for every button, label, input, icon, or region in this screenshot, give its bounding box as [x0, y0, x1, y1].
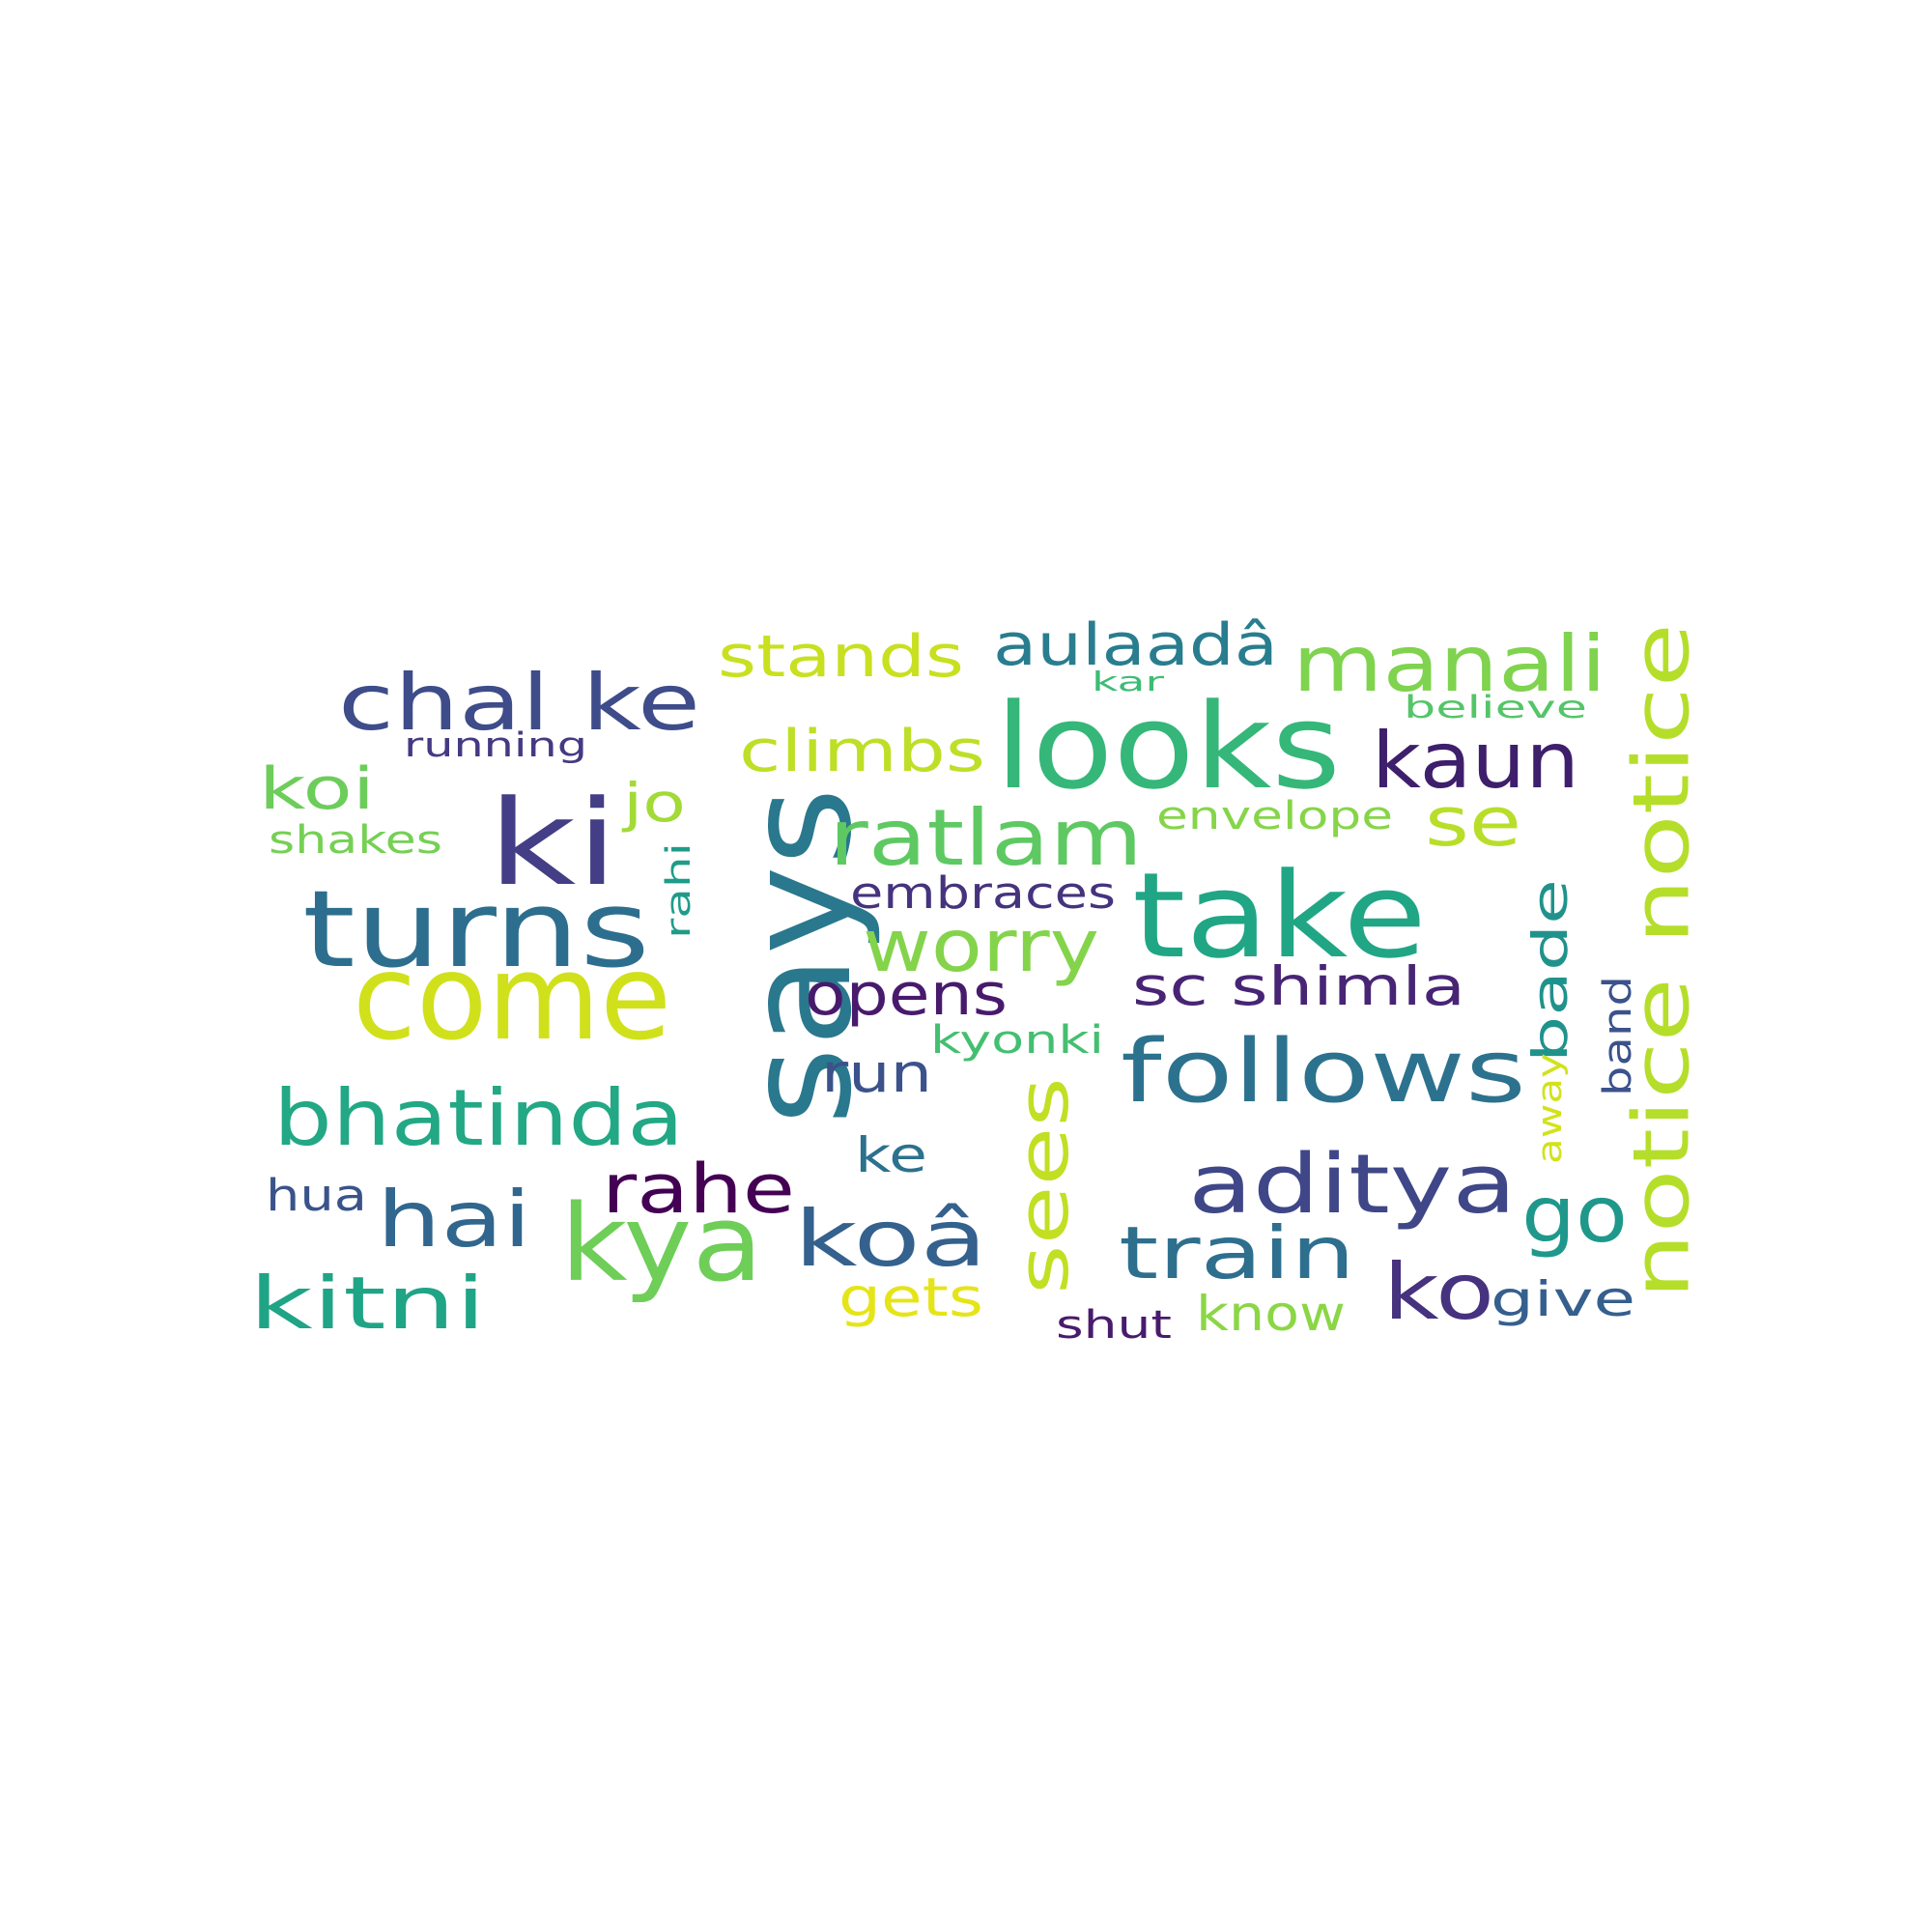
- word-rahi: rahi: [660, 842, 698, 939]
- word-manali: manali: [1293, 619, 1606, 709]
- word-shut: shut: [1056, 1303, 1172, 1348]
- word-aulaad-: aulaadâ: [993, 611, 1278, 679]
- word-sees: sees: [1003, 1077, 1084, 1294]
- word-se: se: [1425, 782, 1521, 862]
- word-follows: follows: [1121, 1021, 1526, 1122]
- word-aditya: aditya: [1188, 1137, 1517, 1233]
- word-go: go: [1521, 1170, 1628, 1260]
- word-shakes: shakes: [269, 818, 442, 863]
- word-sc-shimla: sc shimla: [1132, 955, 1465, 1017]
- word-stands: stands: [718, 623, 964, 691]
- word-give: give: [1491, 1271, 1635, 1327]
- word-kitni: kitni: [249, 1261, 486, 1346]
- word-ratlam: ratlam: [829, 793, 1143, 883]
- word-band: band: [1596, 976, 1640, 1096]
- word-hua: hua: [266, 1170, 367, 1221]
- word-worry: worry: [863, 903, 1099, 988]
- word-ko-: koâ: [794, 1194, 987, 1284]
- word-bhatinda: bhatinda: [273, 1073, 684, 1163]
- word-know: know: [1196, 1286, 1346, 1342]
- word-running: running: [404, 726, 587, 765]
- word-embraces: embraces: [850, 867, 1116, 919]
- word-chal-ke: chal ke: [338, 658, 700, 748]
- word-believe: believe: [1404, 689, 1587, 725]
- word-notice-notice: notice notice: [1617, 623, 1707, 1299]
- word-ki: ki: [488, 775, 618, 912]
- word-bade: bade: [1522, 879, 1578, 1063]
- word-ko: ko: [1383, 1247, 1494, 1337]
- word-koi: koi: [259, 755, 375, 823]
- word-kaun: kaun: [1372, 716, 1579, 806]
- word-gets: gets: [838, 1266, 983, 1328]
- word-kya: kya: [560, 1181, 763, 1305]
- word-ke: ke: [855, 1127, 927, 1183]
- word-says: says: [716, 787, 884, 1125]
- word-take: take: [1132, 847, 1427, 984]
- word-turns: turns: [302, 867, 650, 991]
- word-opens: opens: [805, 961, 1008, 1029]
- word-envelope: envelope: [1156, 794, 1393, 838]
- word-rahe: rahe: [602, 1150, 795, 1229]
- word-come: come: [353, 929, 671, 1066]
- word-away: away: [1531, 1053, 1570, 1164]
- word-kar: kar: [1092, 666, 1165, 697]
- word-run: run: [821, 1042, 932, 1104]
- word-kyonki: kyonki: [930, 1018, 1104, 1063]
- word-train: train: [1119, 1210, 1355, 1295]
- word-climbs: climbs: [739, 718, 985, 785]
- word-hai: hai: [377, 1175, 531, 1264]
- word-looks: looks: [995, 678, 1341, 815]
- word-jo: jo: [622, 772, 686, 834]
